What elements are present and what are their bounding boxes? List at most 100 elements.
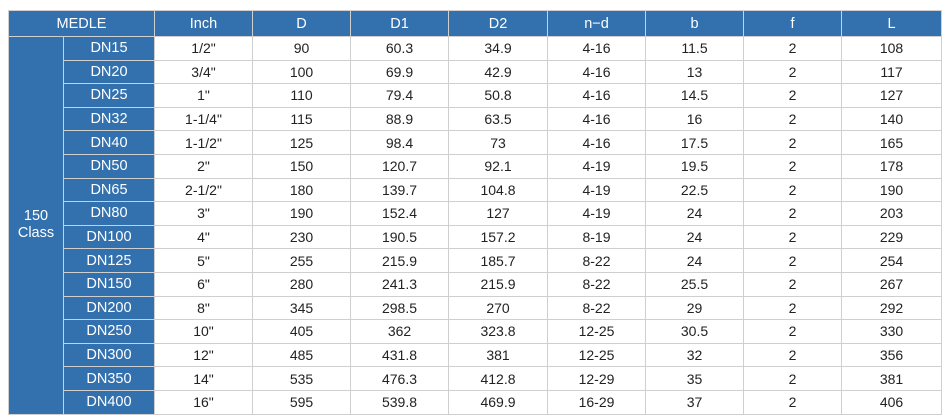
- nominal-size-cell: DN15: [63, 36, 155, 61]
- table-cell: 1/2": [154, 36, 253, 61]
- class-label-line: 150: [23, 208, 49, 225]
- table-cell: 356: [841, 342, 942, 368]
- table-cell: 229: [841, 224, 942, 250]
- table-cell: 140: [841, 106, 942, 132]
- table-row: DN400 16" 595 539.8 469.9 16-29 37 2 406: [9, 389, 942, 415]
- nominal-size-cell: DN250: [63, 319, 155, 344]
- table-cell: 323.8: [448, 319, 548, 344]
- table-cell: 90: [252, 36, 351, 61]
- table-cell: 35: [645, 366, 744, 391]
- table-row: DN25 1" 110 79.4 50.8 4-16 14.5 2 127: [9, 83, 942, 108]
- table-cell: 60.3: [350, 36, 449, 61]
- table-cell: 2": [154, 153, 253, 179]
- table-cell: 2: [743, 224, 842, 250]
- table-row: DN32 1-1/4" 115 88.9 63.5 4-16 16 2 140: [9, 106, 942, 132]
- table-cell: 125: [252, 130, 351, 155]
- nominal-size-cell: DN350: [63, 366, 155, 391]
- column-header: L: [841, 10, 942, 37]
- table-cell: 13: [645, 59, 744, 85]
- table-cell: 3": [154, 201, 253, 226]
- table-cell: 241.3: [350, 271, 449, 297]
- table-row: DN150 6" 280 241.3 215.9 8-22 25.5 2 267: [9, 271, 942, 297]
- table-cell: 381: [448, 342, 548, 368]
- table-cell: 405: [252, 319, 351, 344]
- table-cell: 412.8: [448, 366, 548, 391]
- table-cell: 17.5: [645, 130, 744, 155]
- table-cell: 2: [743, 389, 842, 415]
- table-cell: 2: [743, 271, 842, 297]
- table-cell: 117: [841, 59, 942, 85]
- table-cell: 42.9: [448, 59, 548, 85]
- table-cell: 4-19: [547, 153, 646, 179]
- table-cell: 292: [841, 295, 942, 321]
- table-cell: 190: [252, 201, 351, 226]
- table-cell: 1": [154, 83, 253, 108]
- table-cell: 8-22: [547, 271, 646, 297]
- table-cell: 22.5: [645, 177, 744, 203]
- table-cell: 190: [841, 177, 942, 203]
- table-cell: 2: [743, 295, 842, 321]
- table-cell: 16-29: [547, 389, 646, 415]
- table-cell: 25.5: [645, 271, 744, 297]
- table-cell: 50.8: [448, 83, 548, 108]
- table-cell: 14": [154, 366, 253, 391]
- table-cell: 535: [252, 366, 351, 391]
- table-cell: 3/4": [154, 59, 253, 85]
- nominal-size-cell: DN125: [63, 248, 155, 273]
- nominal-size-cell: DN200: [63, 295, 155, 321]
- column-header: f: [743, 10, 842, 37]
- table-cell: 8": [154, 295, 253, 321]
- flange-dimensions-table: MEDLE Inch D D1 D2 n−d b f L 150 Class DN15 1/2" 90 6…: [8, 10, 942, 415]
- table-cell: 330: [841, 319, 942, 344]
- table-cell: 2: [743, 201, 842, 226]
- table-cell: 29: [645, 295, 744, 321]
- table-cell: 8-19: [547, 224, 646, 250]
- table-cell: 2: [743, 177, 842, 203]
- table-cell: 79.4: [350, 83, 449, 108]
- table-cell: 185.7: [448, 248, 548, 273]
- table-cell: 11.5: [645, 36, 744, 61]
- table-cell: 32: [645, 342, 744, 368]
- table-cell: 215.9: [350, 248, 449, 273]
- table-cell: 381: [841, 366, 942, 391]
- pressure-class-label: 150 Class: [8, 36, 64, 415]
- table-row: DN250 10" 405 362 323.8 12-25 30.5 2 330: [9, 319, 942, 344]
- table-cell: 127: [841, 83, 942, 108]
- table-cell: 4-19: [547, 177, 646, 203]
- table-cell: 63.5: [448, 106, 548, 132]
- table-cell: 16: [645, 106, 744, 132]
- column-header: D: [252, 10, 351, 37]
- table-cell: 4": [154, 224, 253, 250]
- table-cell: 12-29: [547, 366, 646, 391]
- table-cell: 2: [743, 59, 842, 85]
- table-cell: 406: [841, 389, 942, 415]
- table-cell: 127: [448, 201, 548, 226]
- table-cell: 2: [743, 319, 842, 344]
- table-cell: 120.7: [350, 153, 449, 179]
- table-cell: 1-1/4": [154, 106, 253, 132]
- table-cell: 2: [743, 153, 842, 179]
- nominal-size-cell: DN40: [63, 130, 155, 155]
- nominal-size-cell: DN65: [63, 177, 155, 203]
- table-cell: 2: [743, 248, 842, 273]
- table-cell: 178: [841, 153, 942, 179]
- column-header: b: [645, 10, 744, 37]
- table-cell: 24: [645, 248, 744, 273]
- table-cell: 100: [252, 59, 351, 85]
- table-cell: 73: [448, 130, 548, 155]
- nominal-size-cell: DN300: [63, 342, 155, 368]
- nominal-size-cell: DN50: [63, 153, 155, 179]
- nominal-size-cell: DN32: [63, 106, 155, 132]
- table-cell: 24: [645, 224, 744, 250]
- table-cell: 69.9: [350, 59, 449, 85]
- table-row: DN50 2" 150 120.7 92.1 4-19 19.5 2 178: [9, 153, 942, 179]
- table-cell: 14.5: [645, 83, 744, 108]
- table-cell: 16": [154, 389, 253, 415]
- table-cell: 110: [252, 83, 351, 108]
- table-cell: 5": [154, 248, 253, 273]
- table-cell: 2: [743, 366, 842, 391]
- table-cell: 12": [154, 342, 253, 368]
- table-cell: 10": [154, 319, 253, 344]
- table-cell: 92.1: [448, 153, 548, 179]
- table-cell: 104.8: [448, 177, 548, 203]
